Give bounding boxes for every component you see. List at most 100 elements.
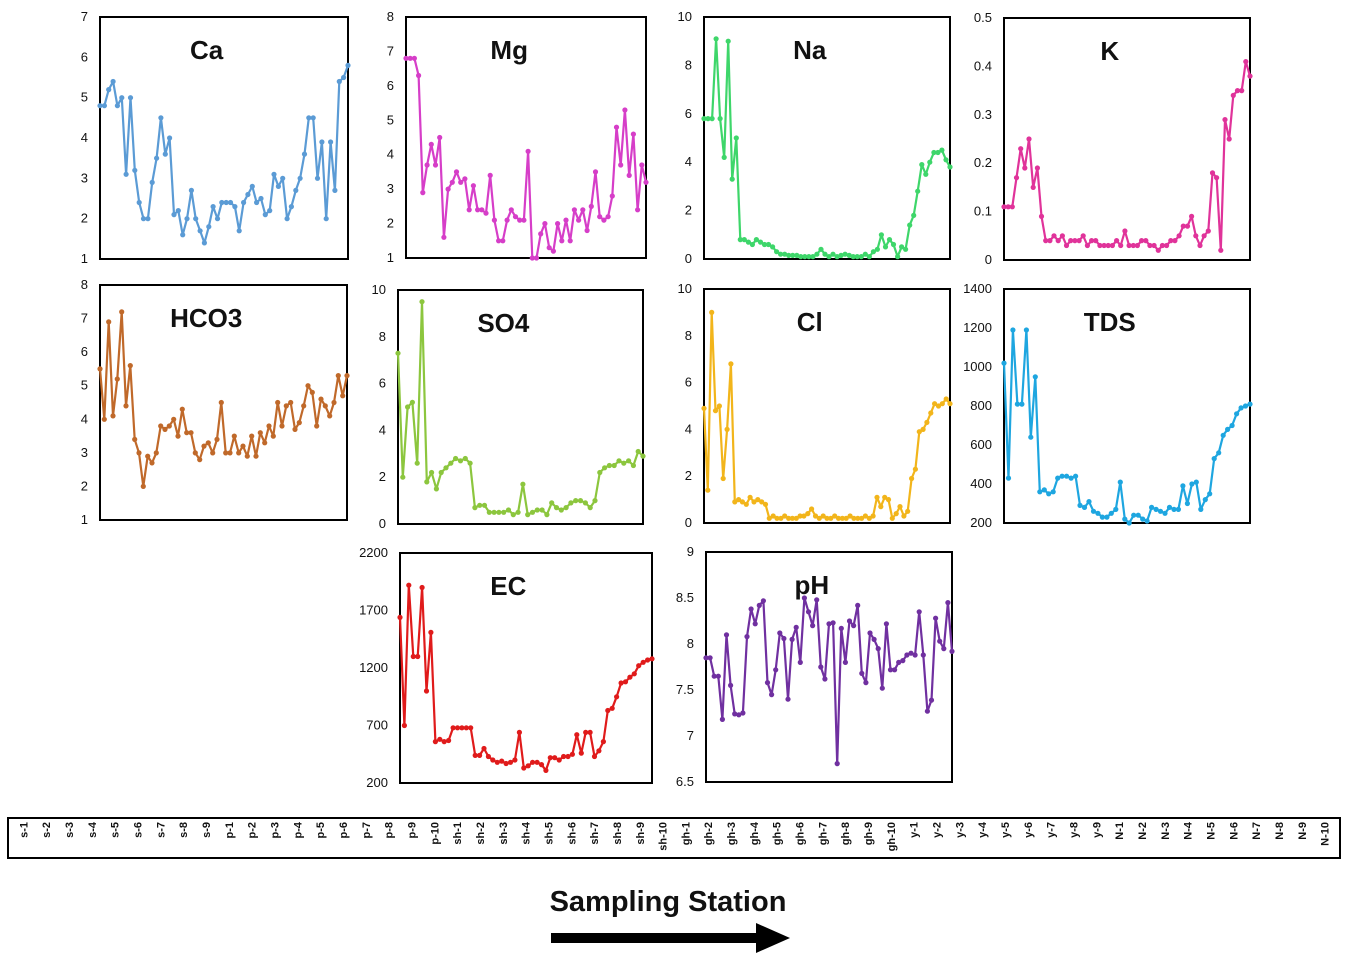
data-point: [525, 148, 531, 154]
station-label: sh-8: [612, 822, 624, 845]
y-tick-label: 5: [387, 112, 394, 127]
data-point: [715, 673, 721, 679]
data-point: [1046, 491, 1052, 497]
data-point: [1180, 483, 1186, 489]
station-label: y-4: [977, 821, 989, 838]
station-label: s-1: [18, 822, 30, 838]
data-point: [867, 630, 873, 636]
y-tick-label: 2: [81, 211, 88, 226]
data-point: [842, 251, 848, 257]
data-point: [801, 513, 807, 519]
y-tick-label: 4: [81, 411, 88, 426]
data-point: [766, 515, 772, 521]
data-point: [445, 186, 451, 192]
station-label: sh-4: [521, 821, 533, 845]
data-point: [1243, 59, 1249, 65]
data-point: [293, 187, 299, 193]
station-label: s-5: [110, 822, 122, 838]
data-point: [719, 716, 726, 723]
y-tick-label: 1200: [963, 320, 992, 335]
data-point: [587, 729, 593, 736]
station-label: p-3: [270, 822, 282, 839]
data-point: [395, 350, 401, 356]
data-point: [899, 244, 905, 250]
data-point: [643, 179, 649, 185]
data-point: [1081, 504, 1088, 510]
data-point: [323, 216, 329, 222]
data-point: [897, 504, 903, 510]
data-point: [709, 309, 715, 315]
data-point: [1131, 512, 1137, 518]
data-point: [874, 246, 881, 252]
data-point: [1068, 475, 1074, 481]
data-point: [1168, 238, 1174, 244]
data-point: [835, 515, 842, 521]
data-point: [119, 95, 125, 101]
station-label: y-9: [1091, 822, 1103, 838]
data-point: [851, 515, 857, 521]
data-point: [782, 251, 788, 257]
data-point: [893, 510, 899, 517]
data-point: [416, 72, 422, 79]
data-point: [475, 207, 481, 213]
y-tick-label: 4: [379, 422, 386, 437]
data-point: [810, 623, 816, 629]
station-label: p-5: [315, 822, 327, 839]
data-point: [479, 207, 485, 213]
data-point: [327, 413, 333, 419]
x-axis-title: Sampling Station: [550, 886, 787, 918]
data-point: [140, 216, 147, 222]
data-point: [1076, 238, 1082, 244]
data-point: [701, 405, 707, 411]
data-point: [472, 505, 478, 511]
data-point: [597, 469, 603, 476]
data-point: [1193, 479, 1199, 485]
data-point: [618, 162, 624, 168]
data-point: [879, 685, 885, 691]
data-point: [1001, 360, 1007, 366]
data-point: [770, 244, 776, 250]
data-point: [420, 190, 426, 196]
data-point: [928, 697, 935, 703]
panel-ca: 1 2 3 4 5 6 7 Ca: [81, 9, 351, 266]
station-label: s-9: [201, 822, 213, 838]
data-point: [793, 624, 799, 631]
data-point: [778, 515, 784, 521]
data-point: [705, 487, 711, 493]
data-point: [854, 254, 860, 260]
data-point: [733, 135, 739, 141]
data-point: [574, 732, 580, 738]
y-tick-label: 7: [81, 9, 88, 24]
data-point: [1234, 88, 1241, 94]
data-point: [556, 757, 562, 763]
data-point: [571, 207, 578, 213]
y-tick-label: 200: [366, 775, 388, 790]
data-point: [949, 648, 955, 655]
data-point: [814, 251, 820, 257]
data-point: [618, 680, 624, 686]
data-point: [862, 513, 869, 519]
data-point: [826, 254, 832, 260]
data-point: [1159, 242, 1165, 249]
data-point: [284, 216, 290, 222]
data-point: [262, 212, 268, 218]
data-point: [739, 499, 746, 505]
data-point: [592, 169, 599, 175]
data-point: [106, 319, 112, 325]
data-point: [340, 393, 346, 399]
y-tick-label: 6: [81, 344, 88, 359]
data-point: [1207, 491, 1213, 497]
data-point: [1171, 506, 1177, 512]
data-point: [288, 204, 294, 210]
data-point: [1153, 506, 1159, 512]
data-point: [136, 199, 142, 206]
data-point: [101, 416, 107, 422]
y-tick-label: 3: [81, 170, 88, 185]
data-point: [855, 515, 861, 521]
data-point: [559, 238, 565, 244]
data-point: [534, 507, 540, 513]
data-point: [529, 255, 535, 261]
data-point: [882, 244, 889, 250]
data-point: [459, 725, 465, 731]
data-point: [627, 674, 633, 680]
